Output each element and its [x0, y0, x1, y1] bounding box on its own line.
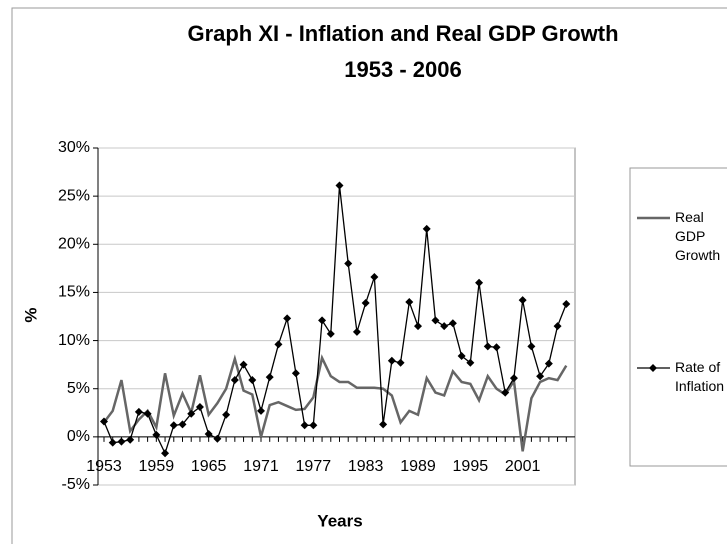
- data-point: [492, 343, 501, 352]
- data-point: [422, 224, 431, 233]
- data-point: [169, 421, 178, 430]
- y-tick-label: 10%: [58, 332, 90, 349]
- data-point: [265, 373, 274, 382]
- data-point: [291, 369, 300, 378]
- data-point: [230, 376, 239, 385]
- y-tick-label: 20%: [58, 236, 90, 253]
- data-point: [134, 407, 143, 416]
- legend-label: Rate of Inflation: [675, 359, 725, 394]
- data-point: [117, 437, 126, 446]
- data-point: [178, 420, 187, 429]
- data-point: [204, 429, 213, 438]
- data-point: [448, 319, 457, 328]
- data-point: [274, 340, 283, 349]
- plot-area: [97, 147, 576, 486]
- data-point: [361, 299, 370, 308]
- data-point: [213, 434, 222, 443]
- data-point: [483, 342, 492, 351]
- x-tick-label: 1959: [139, 458, 175, 475]
- y-tick-label: 30%: [58, 139, 90, 156]
- x-tick-label: 1953: [86, 458, 122, 475]
- data-point: [161, 449, 170, 458]
- data-point: [195, 403, 204, 412]
- data-point: [387, 356, 396, 365]
- data-point: [518, 296, 527, 305]
- data-point: [466, 358, 475, 367]
- data-point: [370, 273, 379, 282]
- data-point: [126, 435, 135, 444]
- data-point: [239, 360, 248, 369]
- data-point: [414, 322, 422, 331]
- data-point: [257, 406, 265, 415]
- data-point: [536, 372, 545, 381]
- x-tick-label: 2001: [505, 458, 541, 475]
- data-point: [248, 376, 257, 385]
- data-point: [501, 388, 510, 397]
- x-tick-label: 1971: [243, 458, 279, 475]
- data-point: [475, 278, 484, 287]
- x-tick-label: 1989: [400, 458, 436, 475]
- series-line: [103, 354, 568, 452]
- legend-marker: [649, 364, 657, 372]
- chart-frame: [11, 7, 727, 544]
- data-point: [100, 417, 108, 426]
- data-point: [352, 327, 361, 336]
- chart-subtitle: 1953 - 2006: [344, 57, 461, 82]
- data-point: [283, 314, 292, 323]
- data-point: [152, 430, 161, 439]
- y-axis-label: %: [21, 307, 40, 322]
- y-tick-label: -5%: [62, 476, 90, 493]
- data-point: [396, 358, 405, 367]
- y-tick-label: 15%: [58, 284, 90, 301]
- y-tick-label: 5%: [67, 380, 90, 397]
- data-point: [405, 298, 414, 307]
- x-tick-label: 1983: [348, 458, 384, 475]
- data-point: [318, 316, 327, 325]
- data-point: [143, 409, 152, 418]
- data-point: [309, 421, 318, 430]
- data-point: [222, 410, 231, 419]
- y-tick-label: 0%: [67, 428, 90, 445]
- data-point: [553, 322, 562, 331]
- x-tick-label: 1995: [453, 458, 489, 475]
- data-point: [344, 259, 353, 268]
- data-point: [457, 351, 466, 360]
- data-point: [335, 181, 344, 190]
- data-point: [379, 420, 388, 429]
- data-point: [431, 316, 440, 325]
- x-axis-label: Years: [317, 511, 362, 530]
- x-tick-label: 1965: [191, 458, 227, 475]
- data-point: [300, 421, 309, 430]
- data-point: [544, 359, 553, 368]
- data-point: [527, 342, 536, 351]
- y-tick-label: 25%: [58, 187, 90, 204]
- data-point: [562, 299, 571, 308]
- legend-label: Real GDP Growth: [675, 209, 721, 263]
- data-point: [108, 438, 117, 447]
- chart-title: Graph XI - Inflation and Real GDP Growth: [187, 21, 618, 46]
- data-point: [440, 322, 449, 331]
- data-point: [326, 329, 335, 338]
- x-tick-label: 1977: [296, 458, 332, 475]
- data-point: [509, 374, 518, 383]
- data-point: [187, 409, 196, 418]
